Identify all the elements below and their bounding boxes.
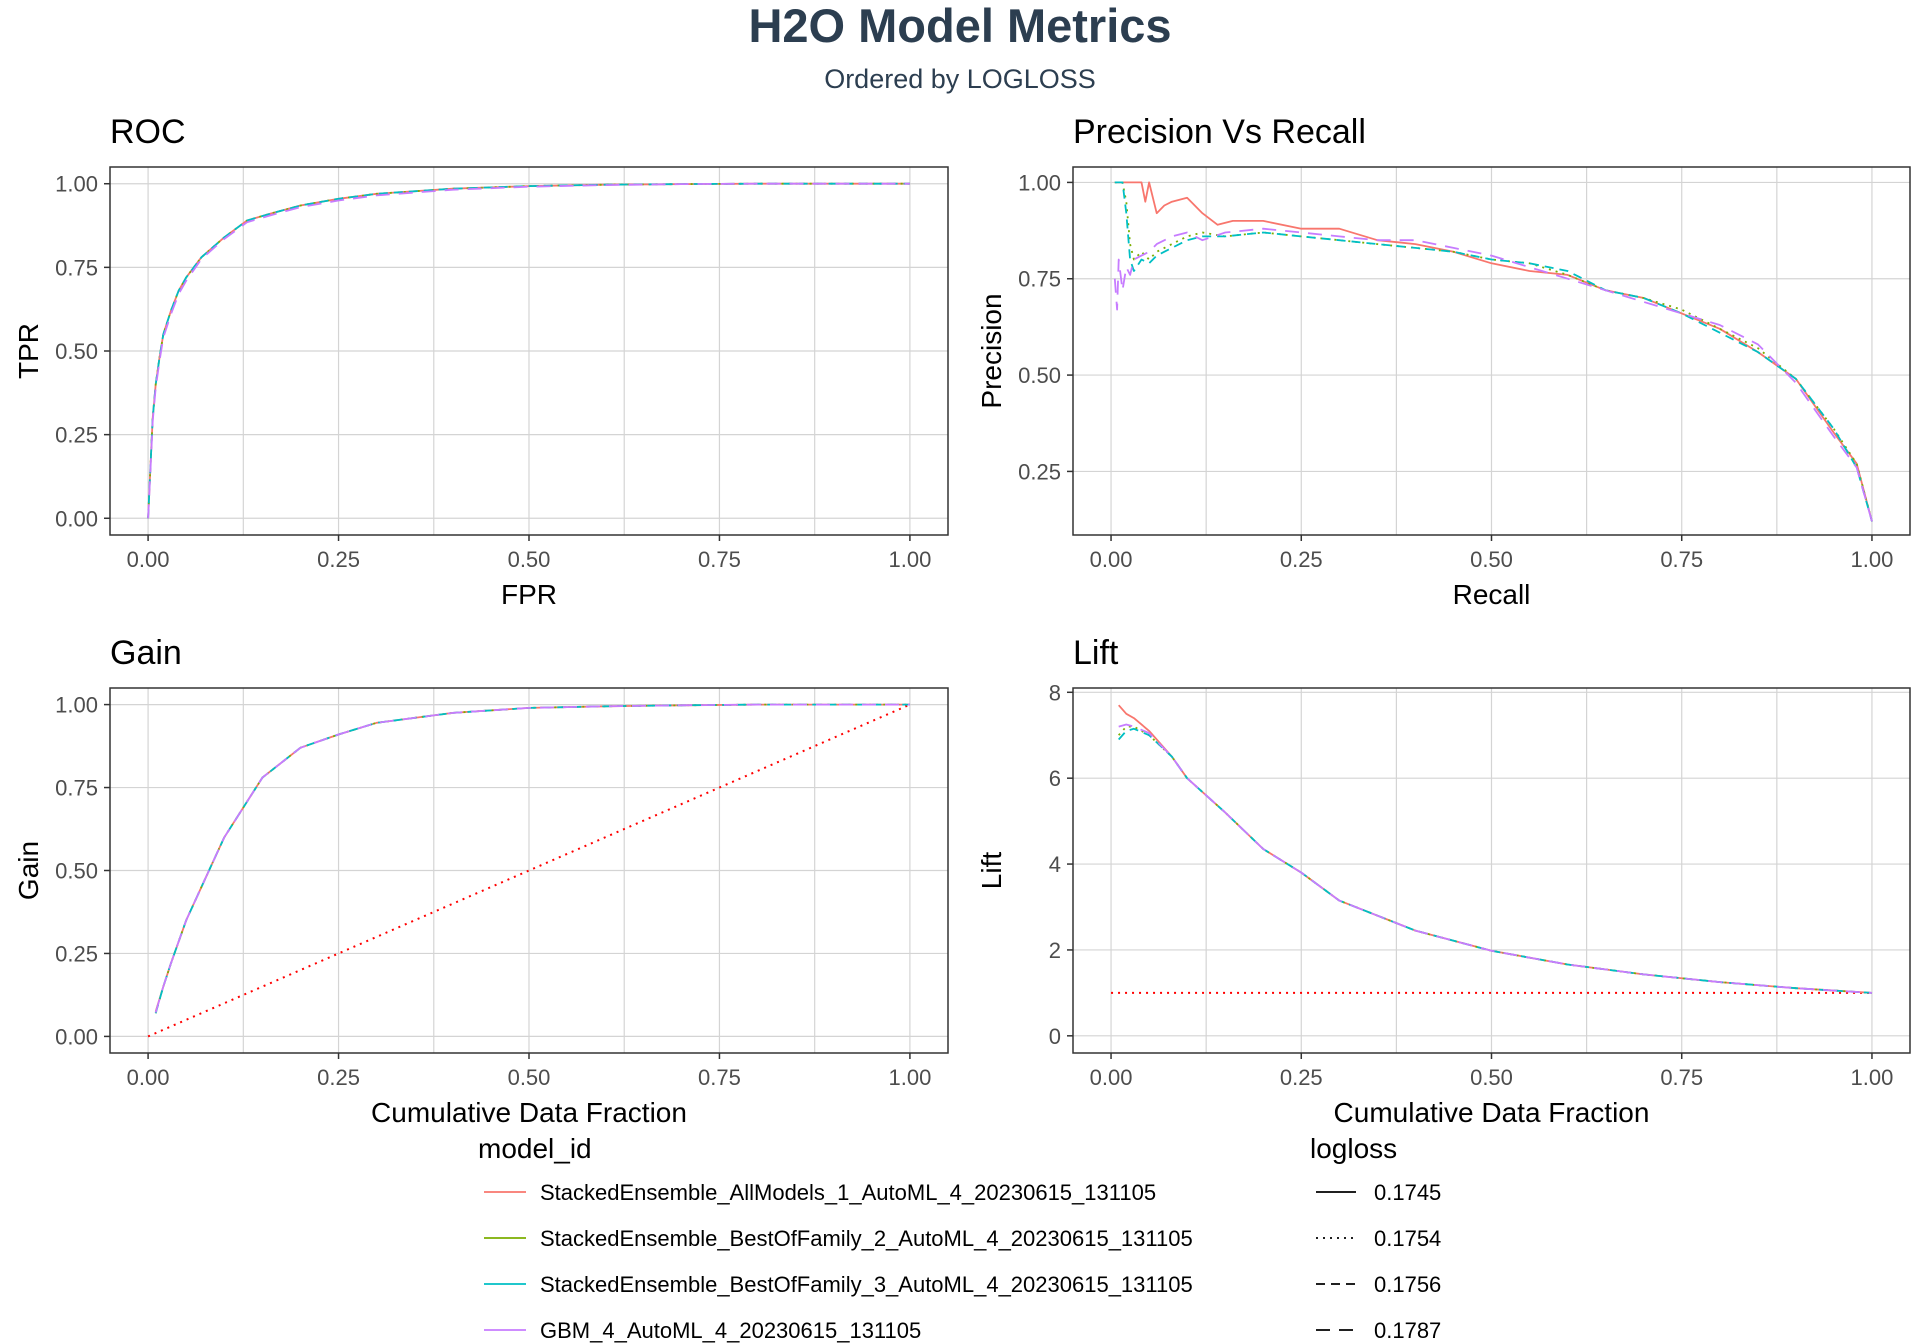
pr-y-axis-label: Precision [976, 293, 1007, 408]
pr-y-tick-label: 0.75 [1018, 267, 1061, 292]
roc-y-tick-label: 0.00 [55, 506, 98, 531]
gain-x-axis-label: Cumulative Data Fraction [371, 1097, 687, 1128]
roc-x-tick-label: 0.75 [698, 547, 741, 572]
legend-model-label-1: StackedEnsemble_AllModels_1_AutoML_4_202… [540, 1180, 1156, 1205]
pr-y-tick-label: 0.50 [1018, 363, 1061, 388]
lift-series-line-3 [1118, 727, 1873, 994]
pr-panel-title: Precision Vs Recall [1073, 113, 1366, 151]
roc-panel-title: ROC [110, 113, 186, 151]
gain-y-tick-label: 0.25 [55, 941, 98, 966]
lift-x-tick-label: 0.50 [1470, 1065, 1513, 1090]
roc-x-axis-label: FPR [501, 579, 557, 610]
gain-series-line-2 [154, 703, 910, 1014]
lift-x-tick-label: 0.00 [1090, 1065, 1133, 1090]
pr-series-line-2 [1114, 181, 1873, 522]
legend-logloss-title: logloss [1310, 1133, 1397, 1164]
pr-x-tick-label: 0.00 [1090, 547, 1133, 572]
figure-title: H2O Model Metrics [748, 0, 1171, 52]
lift-series-line-2 [1118, 725, 1873, 994]
roc-x-tick-label: 0.25 [317, 547, 360, 572]
legend-model-label-4: GBM_4_AutoML_4_20230615_131105 [540, 1318, 921, 1343]
lift-panel-title: Lift [1073, 634, 1119, 672]
roc-x-tick-label: 0.50 [508, 547, 551, 572]
lift-panel: Lift 0.00 0.25 0.50 0.75 1.00 0 2 4 6 8 Cumulative … [976, 634, 1911, 1128]
precision-recall-panel: Precision Vs Recall 0.00 0.25 0.50 0.75 1.00 0… [976, 113, 1911, 610]
gain-x-tick-label: 0.75 [698, 1065, 741, 1090]
gain-series-line-1 [154, 703, 910, 1012]
gain-y-tick-label: 0.00 [55, 1024, 98, 1049]
lift-y-tick-label: 2 [1049, 938, 1061, 963]
roc-y-tick-label: 0.75 [55, 255, 98, 280]
gain-x-tick-label: 1.00 [888, 1065, 931, 1090]
gain-x-tick-label: 0.25 [317, 1065, 360, 1090]
gain-y-tick-label: 1.00 [55, 693, 98, 718]
pr-x-tick-label: 0.25 [1280, 547, 1323, 572]
pr-y-tick-label: 1.00 [1018, 170, 1061, 195]
legend-logloss-label-1: 0.1745 [1374, 1180, 1441, 1205]
roc-x-tick-label: 0.00 [127, 547, 170, 572]
legend-logloss-label-4: 0.1787 [1374, 1318, 1441, 1343]
lift-y-tick-label: 8 [1049, 680, 1061, 705]
pr-x-tick-label: 0.75 [1660, 547, 1703, 572]
roc-x-tick-label: 1.00 [888, 547, 931, 572]
lift-x-tick-label: 1.00 [1851, 1065, 1894, 1090]
pr-x-tick-label: 0.50 [1470, 547, 1513, 572]
roc-panel: ROC 0.00 0.25 0.50 0.75 1.00 0.00 0.25 0.50 0.75 1… [13, 113, 949, 610]
lift-x-tick-label: 0.25 [1280, 1065, 1323, 1090]
legend: model_id logloss StackedEnsemble_AllMode… [478, 1133, 1441, 1343]
roc-y-tick-label: 1.00 [55, 172, 98, 197]
figure-subtitle: Ordered by LOGLOSS [824, 64, 1096, 94]
lift-x-tick-label: 0.75 [1660, 1065, 1703, 1090]
roc-series-line-4 [147, 182, 910, 519]
gain-x-tick-label: 0.50 [508, 1065, 551, 1090]
legend-model-label-3: StackedEnsemble_BestOfFamily_3_AutoML_4_… [540, 1272, 1193, 1297]
legend-model-entries: StackedEnsemble_AllModels_1_AutoML_4_202… [484, 1180, 1193, 1343]
lift-y-tick-label: 6 [1049, 766, 1061, 791]
legend-model-id-title: model_id [478, 1133, 592, 1164]
lift-y-tick-label: 0 [1049, 1024, 1061, 1049]
gain-panel: Gain 0.00 0.25 0.50 0.75 1.00 0.00 0.25 0.50 0.75… [13, 634, 949, 1128]
gain-y-tick-label: 0.75 [55, 776, 98, 801]
legend-model-label-2: StackedEnsemble_BestOfFamily_2_AutoML_4_… [540, 1226, 1193, 1251]
lift-series-line-4 [1118, 723, 1873, 994]
pr-y-tick-label: 0.25 [1018, 459, 1061, 484]
gain-panel-title: Gain [110, 634, 182, 672]
gain-x-tick-label: 0.00 [127, 1065, 170, 1090]
pr-series-line-1 [1114, 181, 1873, 522]
lift-x-axis-label: Cumulative Data Fraction [1334, 1097, 1650, 1128]
pr-series-line-3 [1114, 181, 1873, 522]
legend-logloss-entries: 0.1745 0.1754 0.1756 0.1787 [1316, 1180, 1441, 1343]
gain-y-axis-label: Gain [13, 841, 44, 900]
pr-x-tick-label: 1.00 [1851, 547, 1894, 572]
gain-series-line-3 [154, 703, 910, 1014]
gain-series-line-4 [154, 703, 910, 1013]
gain-y-tick-label: 0.50 [55, 859, 98, 884]
roc-y-tick-label: 0.25 [55, 423, 98, 448]
legend-logloss-label-2: 0.1754 [1374, 1226, 1441, 1251]
roc-y-tick-label: 0.50 [55, 339, 98, 364]
lift-y-tick-label: 4 [1049, 852, 1061, 877]
legend-logloss-label-3: 0.1756 [1374, 1272, 1441, 1297]
pr-series-line-4 [1113, 227, 1873, 522]
lift-y-axis-label: Lift [976, 852, 1007, 890]
roc-y-axis-label: TPR [13, 323, 44, 379]
pr-x-axis-label: Recall [1453, 579, 1531, 610]
